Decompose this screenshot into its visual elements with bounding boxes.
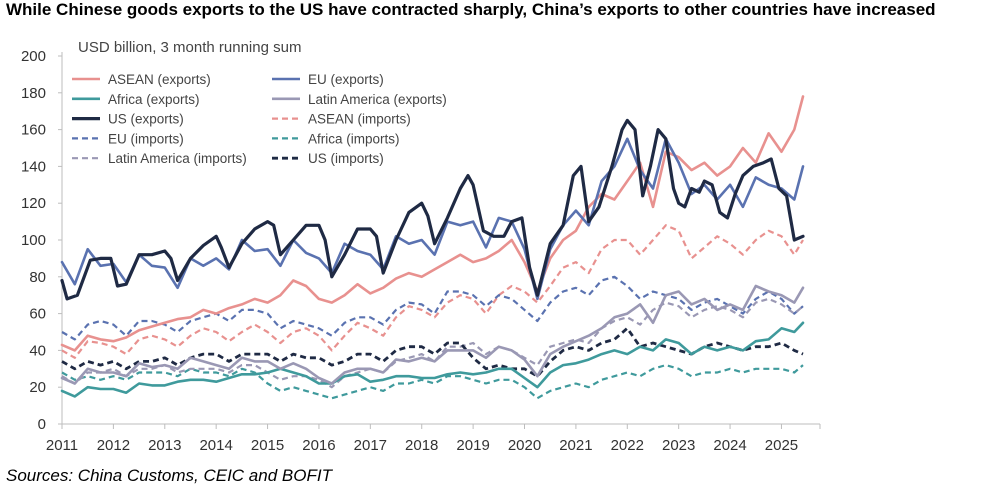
series-line-asean-imports bbox=[61, 224, 804, 359]
x-tick-label: 2015 bbox=[251, 437, 284, 454]
series-line-eu-imports bbox=[61, 275, 804, 341]
x-tick-label: 2017 bbox=[354, 437, 387, 454]
legend-label: ASEAN (exports) bbox=[108, 72, 211, 87]
y-tick-label: 20 bbox=[29, 379, 46, 396]
x-tick-label: 2021 bbox=[559, 437, 592, 454]
series-line-asean-exports bbox=[60, 95, 805, 352]
x-tick-label: 2018 bbox=[405, 437, 438, 454]
x-tick-label: 2025 bbox=[765, 437, 798, 454]
y-tick-label: 0 bbox=[38, 416, 46, 433]
legend-label: US (imports) bbox=[308, 151, 384, 166]
y-tick-label: 80 bbox=[29, 269, 46, 286]
series-line-us-imports bbox=[61, 326, 804, 378]
series-line-us-exports bbox=[60, 118, 805, 301]
legend-label: Africa (imports) bbox=[308, 131, 400, 146]
legend-label: EU (exports) bbox=[308, 72, 384, 87]
x-tick-label: 2023 bbox=[662, 437, 695, 454]
y-tick-label: 180 bbox=[21, 85, 46, 102]
source-note: Sources: China Customs, CEIC and BOFIT bbox=[6, 466, 332, 485]
y-tick-label: 200 bbox=[21, 48, 46, 65]
x-tick-label: 2014 bbox=[199, 437, 232, 454]
x-tick-label: 2024 bbox=[713, 437, 746, 454]
y-tick-label: 100 bbox=[21, 232, 46, 249]
x-tick-label: 2013 bbox=[148, 437, 181, 454]
series-line-latin-america-exports bbox=[60, 284, 805, 385]
x-tick-label: 2019 bbox=[456, 437, 489, 454]
series-line-africa-exports bbox=[60, 321, 805, 398]
series-line-africa-imports bbox=[61, 364, 804, 400]
y-tick-label: 60 bbox=[29, 306, 46, 323]
legend-label: US (exports) bbox=[108, 112, 184, 127]
legend-label: Latin America (exports) bbox=[308, 92, 447, 107]
legend-label: Africa (exports) bbox=[108, 92, 200, 107]
unit-label: USD billion, 3 month running sum bbox=[78, 39, 301, 56]
x-tick-label: 2012 bbox=[97, 437, 130, 454]
y-tick-label: 160 bbox=[21, 122, 46, 139]
legend: ASEAN (exports) EU (exports) Africa (expor… bbox=[72, 72, 447, 166]
x-tick-label: 2020 bbox=[508, 437, 541, 454]
x-tick-label: 2016 bbox=[302, 437, 335, 454]
y-tick-label: 40 bbox=[29, 342, 46, 359]
legend-label: Latin America (imports) bbox=[108, 151, 247, 166]
series-lines bbox=[60, 95, 805, 400]
x-tick-label: 2022 bbox=[611, 437, 644, 454]
y-tick-label: 140 bbox=[21, 158, 46, 175]
legend-label: ASEAN (imports) bbox=[308, 112, 411, 127]
chart-title: While Chinese goods exports to the US ha… bbox=[6, 0, 936, 19]
axes: 0 20 40 60 80 100 120 140 160 180 200 2011 2012 2013 2… bbox=[21, 39, 821, 454]
x-tick-label: 2011 bbox=[46, 437, 78, 454]
legend-label: EU (imports) bbox=[108, 131, 184, 146]
y-tick-label: 120 bbox=[21, 195, 46, 212]
